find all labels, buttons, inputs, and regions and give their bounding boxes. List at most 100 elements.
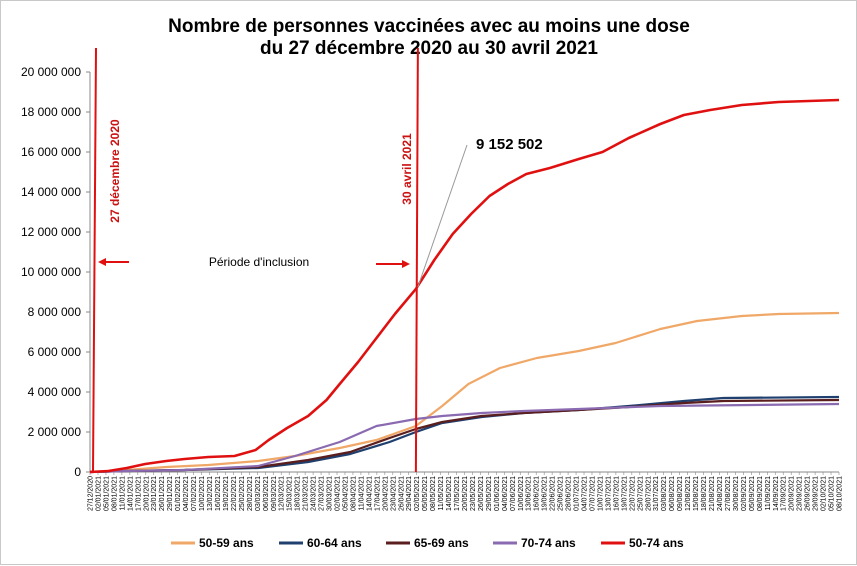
x-tick-label: 05/04/2021 [342, 476, 349, 511]
x-tick-label: 19/06/2021 [542, 476, 549, 511]
series-line-50-59-ans [89, 311, 840, 474]
x-tick-label: 07/06/2021 [510, 476, 517, 511]
x-tick-label: 10/07/2021 [597, 476, 604, 511]
x-tick-label: 26/04/2021 [398, 476, 405, 511]
series-line-65-69-ans [89, 398, 840, 474]
legend: 50-59 ans 60-64 ans 65-69 ans 70-74 ans 50-7… [171, 536, 684, 550]
x-tick-label: 11/01/2021 [119, 476, 126, 511]
x-tick-label: 01/06/2021 [494, 476, 501, 511]
x-tick-label: 10/02/2021 [199, 476, 206, 511]
y-tick-label: 10 000 000 [21, 265, 81, 279]
x-tick-label: 02/01/2021 [95, 476, 102, 511]
x-tick-label: 21/08/2021 [709, 476, 716, 511]
x-tick-label: 07/07/2021 [589, 476, 596, 511]
x-tick-label: 06/08/2021 [669, 476, 676, 511]
y-tick-label: 16 000 000 [21, 145, 81, 159]
series-line-70-74-ans [89, 402, 840, 474]
x-tick-label: 07/02/2021 [191, 476, 198, 511]
x-tick-label: 28/06/2021 [566, 476, 573, 511]
vline-end-label: 30 avril 2021 [400, 133, 414, 205]
x-tick-label: 25/06/2021 [558, 476, 565, 511]
x-tick-label: 29/05/2021 [486, 476, 493, 511]
x-tick-label: 21/03/2021 [303, 476, 310, 511]
x-tick-label: 10/06/2021 [518, 476, 525, 511]
x-tick-label: 12/08/2021 [685, 476, 692, 511]
period-arrowhead-left [98, 258, 106, 266]
y-tick-label: 14 000 000 [21, 185, 81, 199]
legend-label: 50-74 ans [629, 536, 684, 550]
x-tick-label: 16/06/2021 [534, 476, 541, 511]
y-tick-label: 8 000 000 [28, 305, 82, 319]
period-arrowhead-right [402, 260, 410, 268]
x-tick-label: 11/05/2021 [438, 476, 445, 511]
x-tick-label: 16/07/2021 [613, 476, 620, 511]
y-axis: 0 2 000 000 4 000 000 6 000 000 8 000 000 10 … [21, 65, 91, 479]
x-axis: 27/12/2020 02/01/2021 05/01/2021 08/01/2021… [88, 471, 844, 511]
x-tick-label: 02/04/2021 [335, 476, 342, 511]
x-tick-label: 13/02/2021 [207, 476, 214, 511]
y-tick-label: 2 000 000 [28, 425, 82, 439]
x-tick-label: 23/01/2021 [151, 476, 158, 511]
x-tick-label: 09/03/2021 [271, 476, 278, 511]
x-tick-label: 05/10/2021 [829, 476, 836, 511]
y-tick-label: 0 [74, 465, 81, 479]
x-tick-label: 26/09/2021 [805, 476, 812, 511]
x-tick-label: 15/03/2021 [287, 476, 294, 511]
x-tick-label: 13/07/2021 [605, 476, 612, 511]
x-tick-label: 03/03/2021 [255, 476, 262, 511]
vline-start-label: 27 décembre 2020 [108, 119, 122, 223]
x-tick-label: 28/02/2021 [247, 476, 254, 511]
x-tick-label: 11/09/2021 [765, 476, 772, 511]
x-tick-label: 09/08/2021 [677, 476, 684, 511]
x-tick-label: 18/08/2021 [701, 476, 708, 511]
x-tick-label: 19/07/2021 [621, 476, 628, 511]
x-tick-label: 12/03/2021 [279, 476, 286, 511]
x-tick-label: 04/02/2021 [183, 476, 190, 511]
x-tick-label: 02/09/2021 [741, 476, 748, 511]
x-tick-label: 31/07/2021 [653, 476, 660, 511]
x-tick-label: 05/05/2021 [422, 476, 429, 511]
x-tick-label: 24/03/2021 [311, 476, 318, 511]
x-tick-label: 23/09/2021 [797, 476, 804, 511]
x-tick-label: 03/08/2021 [661, 476, 668, 511]
x-tick-label: 27/03/2021 [319, 476, 326, 511]
series-layer [89, 98, 840, 474]
x-tick-label: 08/04/2021 [350, 476, 357, 511]
y-tick-label: 20 000 000 [21, 65, 81, 79]
x-tick-label: 02/05/2021 [414, 476, 421, 511]
legend-label: 50-59 ans [199, 536, 254, 550]
x-tick-label: 06/03/2021 [263, 476, 270, 511]
x-tick-label: 04/07/2021 [582, 476, 589, 511]
period-label: Période d'inclusion [209, 255, 309, 269]
x-tick-label: 15/08/2021 [693, 476, 700, 511]
x-tick-label: 19/02/2021 [223, 476, 230, 511]
x-tick-label: 01/07/2021 [574, 476, 581, 511]
x-tick-label: 08/01/2021 [111, 476, 118, 511]
y-tick-label: 18 000 000 [21, 105, 81, 119]
x-tick-label: 26/05/2021 [478, 476, 485, 511]
x-tick-label: 25/02/2021 [239, 476, 246, 511]
x-tick-label: 20/04/2021 [382, 476, 389, 511]
x-tick-label: 01/02/2021 [175, 476, 182, 511]
legend-label: 60-64 ans [307, 536, 362, 550]
vline-start [92, 47, 97, 473]
x-tick-label: 20/01/2021 [143, 476, 150, 511]
x-tick-label: 30/08/2021 [733, 476, 740, 511]
x-tick-label: 22/07/2021 [629, 476, 636, 511]
x-tick-label: 20/09/2021 [789, 476, 796, 511]
y-tick-label: 4 000 000 [28, 385, 82, 399]
legend-label: 65-69 ans [414, 536, 469, 550]
x-tick-label: 22/02/2021 [231, 476, 238, 511]
x-tick-label: 17/04/2021 [374, 476, 381, 511]
x-tick-label: 23/05/2021 [470, 476, 477, 511]
x-tick-label: 24/08/2021 [717, 476, 724, 511]
x-tick-label: 14/05/2021 [446, 476, 453, 511]
x-tick-label: 04/06/2021 [502, 476, 509, 511]
y-tick-label: 12 000 000 [21, 225, 81, 239]
x-tick-label: 05/09/2021 [749, 476, 756, 511]
x-tick-label: 22/06/2021 [550, 476, 557, 511]
x-tick-label: 29/04/2021 [406, 476, 413, 511]
x-tick-label: 13/06/2021 [526, 476, 533, 511]
